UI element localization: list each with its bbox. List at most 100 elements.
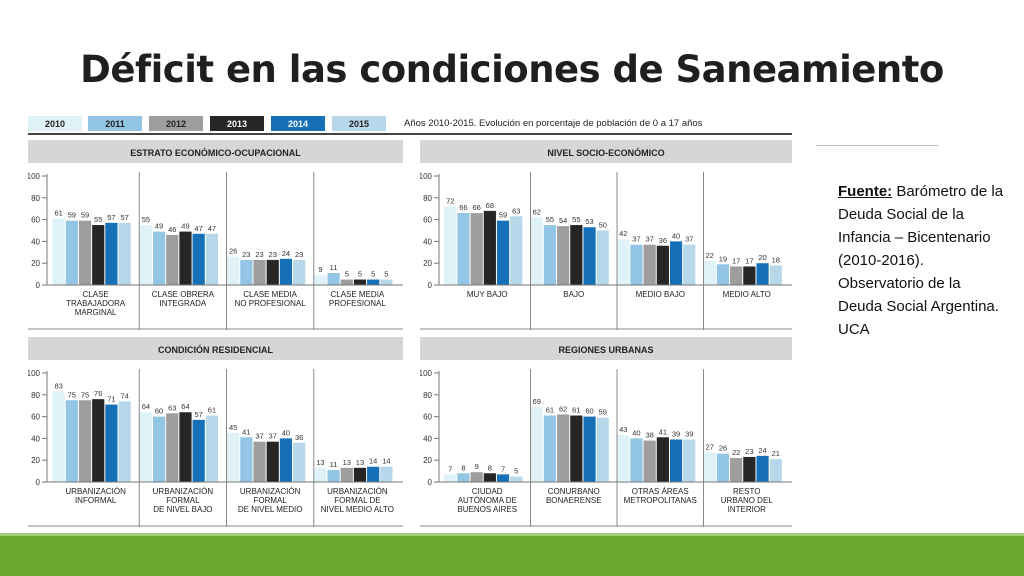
bar-2015-3 xyxy=(293,442,306,482)
data-label: 24 xyxy=(758,446,766,455)
legend-swatch-2010: 2010 xyxy=(28,116,82,131)
y-tick-label: 80 xyxy=(423,391,432,400)
data-label: 75 xyxy=(68,390,76,399)
data-label: 69 xyxy=(533,397,541,406)
slide-title: Déficit en las condiciones de Saneamient… xyxy=(80,48,944,91)
bar-2014-1 xyxy=(496,220,510,285)
category-label: URBANO DEL xyxy=(721,496,774,505)
year-legend: 2010 2011 2012 2013 2014 2015 Años 2010-… xyxy=(28,112,792,134)
bar-2010-1 xyxy=(444,474,457,482)
data-label: 37 xyxy=(632,235,640,244)
category-label: RESTO xyxy=(733,487,760,496)
y-tick-label: 0 xyxy=(428,478,433,487)
data-label: 40 xyxy=(282,428,290,437)
chart-condicion-residencial: CONDICIÓN RESIDENCIAL 0 20 40 60 80 100 83 75 75 7… xyxy=(28,337,403,527)
y-tick-label: 20 xyxy=(31,259,40,268)
data-label: 55 xyxy=(142,215,150,224)
data-label: 49 xyxy=(155,222,163,231)
data-label: 59 xyxy=(81,211,89,220)
category-label: INTERIOR xyxy=(728,505,766,514)
bar-2010-3 xyxy=(227,432,240,482)
data-label: 62 xyxy=(559,404,567,413)
y-tick-label: 80 xyxy=(423,194,432,203)
data-label: 23 xyxy=(269,250,277,259)
category-label: MARGINAL xyxy=(75,308,117,317)
data-label: 23 xyxy=(295,250,303,259)
bar-2011-2 xyxy=(543,415,557,482)
bar-2010-4 xyxy=(314,467,327,482)
bar-2015-1 xyxy=(510,216,523,285)
bar-2011-3 xyxy=(630,438,643,482)
data-label: 23 xyxy=(242,250,250,259)
data-label: 46 xyxy=(168,225,176,234)
legend-swatch-2012: 2012 xyxy=(149,116,203,131)
category-label: CLASE xyxy=(83,290,109,299)
data-label: 23 xyxy=(255,250,263,259)
bar-2010-1 xyxy=(444,206,457,285)
category-label: INFORMAL xyxy=(75,496,117,505)
data-label: 72 xyxy=(446,197,454,206)
data-label: 59 xyxy=(599,408,607,417)
data-label: 26 xyxy=(229,247,237,256)
source-text: Barómetro de la Deuda Social de la Infan… xyxy=(838,183,1004,338)
data-label: 24 xyxy=(282,249,290,258)
chart-estrato-economico: ESTRATO ECONÓMICO-OCUPACIONAL 0 20 40 60 80 10… xyxy=(28,140,403,330)
bar-2015-3 xyxy=(683,244,696,285)
bar-2013-4 xyxy=(353,467,367,482)
chart-title-banner xyxy=(28,140,403,163)
data-label: 13 xyxy=(316,458,324,467)
data-label: 50 xyxy=(599,221,607,230)
category-label: CIUDAD xyxy=(472,487,503,496)
bar-2013-2 xyxy=(570,225,583,285)
bar-2013-1 xyxy=(483,473,496,482)
bar-2012-2 xyxy=(166,234,179,285)
y-tick-label: 80 xyxy=(31,391,40,400)
data-label: 53 xyxy=(585,217,593,226)
bar-2015-1 xyxy=(118,222,131,285)
bar-2012-3 xyxy=(253,259,266,285)
y-tick-label: 100 xyxy=(28,369,41,378)
category-label: FORMAL DE xyxy=(334,496,380,505)
category-label: CONURBANO xyxy=(548,487,600,496)
category-label: PROFESIONAL xyxy=(329,299,386,308)
bar-2012-1 xyxy=(470,213,483,285)
data-label: 8 xyxy=(488,463,492,472)
data-label: 63 xyxy=(168,403,176,412)
data-label: 18 xyxy=(772,255,780,264)
footer-accent-line xyxy=(0,533,1024,536)
bar-2014-4 xyxy=(756,455,769,482)
y-tick-label: 60 xyxy=(423,216,432,225)
bar-2012-3 xyxy=(253,441,266,482)
data-label: 5 xyxy=(371,270,375,279)
category-label: INTEGRADA xyxy=(160,299,207,308)
data-label: 68 xyxy=(486,201,494,210)
data-label: 66 xyxy=(459,203,467,212)
data-label: 7 xyxy=(448,464,452,473)
data-label: 57 xyxy=(120,213,128,222)
bar-2013-4 xyxy=(743,266,756,285)
category-label: METROPOLITANAS xyxy=(624,496,697,505)
y-tick-label: 80 xyxy=(31,194,40,203)
bar-2012-2 xyxy=(166,413,179,482)
source-divider xyxy=(816,145,938,146)
bar-2011-1 xyxy=(457,213,470,285)
bar-2015-4 xyxy=(769,459,782,482)
bar-2014-3 xyxy=(669,439,683,482)
bar-2013-3 xyxy=(266,259,279,285)
data-label: 8 xyxy=(461,463,465,472)
data-label: 14 xyxy=(382,457,390,466)
data-label: 11 xyxy=(330,460,338,469)
chart-title-banner xyxy=(420,337,792,360)
chart-title: NIVEL SOCIO-ECONÓMICO xyxy=(547,147,664,158)
bar-2013-4 xyxy=(743,456,756,482)
bar-2012-1 xyxy=(470,472,483,482)
bar-2015-2 xyxy=(205,415,218,482)
data-label: 37 xyxy=(645,235,653,244)
y-tick-label: 20 xyxy=(31,456,40,465)
y-tick-label: 60 xyxy=(31,216,40,225)
chart-title: ESTRATO ECONÓMICO-OCUPACIONAL xyxy=(130,147,301,158)
data-label: 5 xyxy=(384,270,388,279)
data-label: 11 xyxy=(330,263,338,272)
chart-title-banner xyxy=(420,140,792,163)
bar-2010-2 xyxy=(139,225,152,285)
